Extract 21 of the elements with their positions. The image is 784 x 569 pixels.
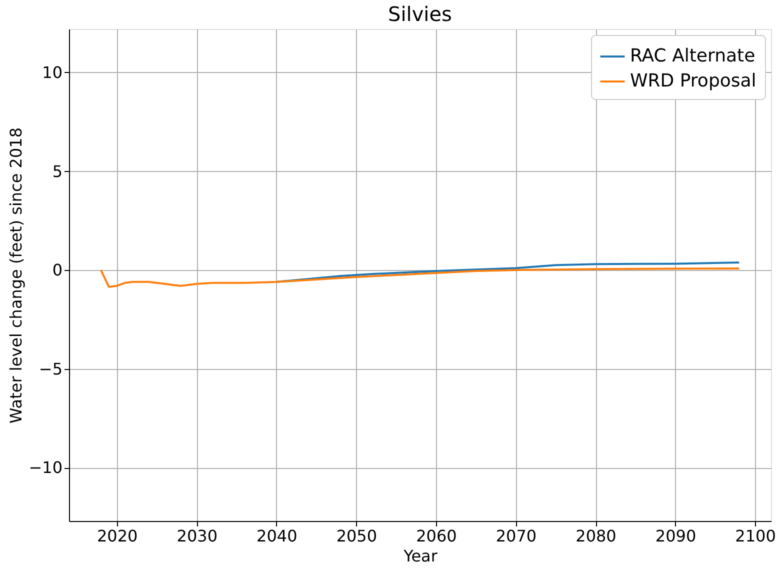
x-tick-label: 2090: [655, 526, 696, 546]
x-tick-label: 2100: [735, 526, 776, 546]
legend-label: WRD Proposal: [630, 70, 756, 92]
legend-label: RAC Alternate: [630, 46, 756, 66]
y-tick-label: −10: [28, 458, 62, 478]
x-tick-label: 2060: [416, 526, 457, 546]
line-series: [100, 267, 740, 288]
x-tick-label: 2050: [336, 526, 378, 546]
line-series: [275, 262, 740, 283]
y-tick-label: −5: [38, 359, 62, 378]
y-tick-label: 10: [42, 62, 62, 82]
x-tick-label: 2070: [496, 526, 537, 546]
chart-title: Silvies: [388, 2, 452, 26]
x-tick-label: 2020: [97, 526, 138, 546]
y-axis-title: Water level change (feet) since 2018: [6, 127, 26, 424]
x-tick-label: 2040: [256, 526, 298, 546]
x-axis-title: Year: [402, 546, 438, 566]
y-tick-label: 5: [52, 162, 62, 181]
y-tick-label: 0: [52, 260, 62, 280]
x-tick-label: 2080: [576, 526, 616, 546]
x-tick-label: 2030: [176, 526, 218, 546]
